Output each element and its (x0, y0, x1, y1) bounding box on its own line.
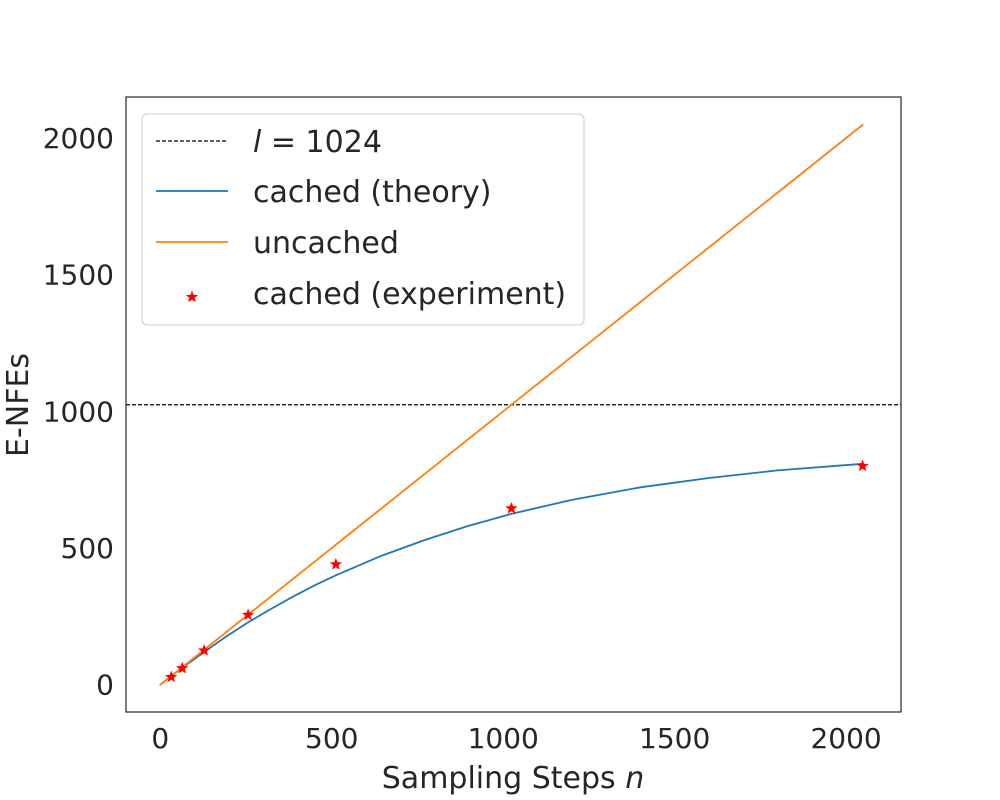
legend-swatch-experiment (185, 290, 199, 303)
y-tick-label: 500 (61, 532, 114, 565)
x-tick-label: 500 (305, 722, 358, 755)
x-tick-label: 2000 (810, 722, 881, 755)
x-axis-label: Sampling Steps n (382, 761, 644, 796)
experiment-point (176, 661, 189, 674)
legend-box (141, 113, 585, 326)
experiment-point (505, 501, 518, 514)
x-tick-label: 1000 (468, 722, 539, 755)
legend-label-reference: l = 1024 (253, 125, 382, 160)
y-tick-label: 2000 (43, 122, 114, 155)
legend-reference-variable: l (253, 125, 262, 160)
y-axis-label: E-NFEs (1, 353, 36, 457)
series-line-cached-theory (159, 462, 864, 686)
experiment-point (198, 644, 211, 656)
experiment-point (856, 459, 869, 472)
y-tick-label: 1000 (43, 395, 114, 428)
y-tick-label: 0 (96, 669, 114, 702)
y-tick-label: 1500 (43, 259, 114, 292)
legend-label-experiment: cached (experiment) (253, 277, 566, 312)
experiment-point (241, 608, 255, 621)
experiment-point (165, 670, 178, 683)
x-axis-label-variable: n (625, 761, 644, 796)
legend-label-uncached: uncached (253, 226, 399, 261)
x-axis-label-text: Sampling Steps (382, 761, 625, 796)
x-tick-label: 0 (151, 722, 169, 755)
series-line-uncached (159, 123, 864, 686)
x-tick-label: 1500 (639, 722, 710, 755)
plot-frame (125, 96, 902, 713)
legend-reference-text: = 1024 (261, 125, 382, 160)
legend: l = 1024 cached (theory) uncached cached… (141, 113, 585, 326)
legend-label-theory: cached (theory) (253, 175, 492, 210)
experiment-point (329, 557, 343, 570)
